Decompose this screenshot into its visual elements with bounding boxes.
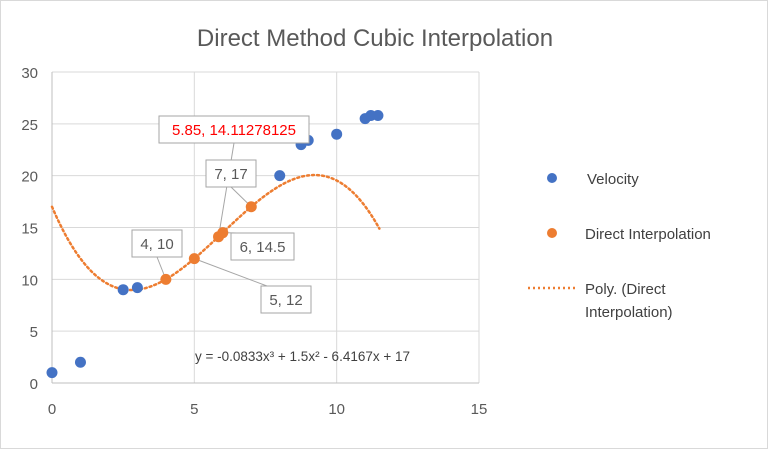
- legend-velocity-marker: [547, 173, 557, 183]
- data-point-velocity: [47, 367, 58, 378]
- legend: Velocity Direct Interpolation Poly. (Dir…: [528, 171, 711, 321]
- data-label: 6, 14.5: [240, 239, 286, 256]
- data-point-direct-interpolation: [160, 274, 171, 285]
- y-tick-label: 5: [30, 324, 38, 341]
- y-tick-label: 25: [21, 117, 38, 134]
- data-point-direct-interpolation: [189, 253, 200, 264]
- y-tick-label: 10: [21, 272, 38, 289]
- y-tick-label: 15: [21, 221, 38, 238]
- x-tick-label: 5: [190, 401, 198, 418]
- data-point-velocity: [75, 357, 86, 368]
- legend-velocity-label: Velocity: [587, 171, 639, 188]
- data-point-velocity: [372, 110, 383, 121]
- data-points: [47, 110, 384, 378]
- data-point-velocity: [132, 282, 143, 293]
- x-tick-label: 0: [48, 401, 56, 418]
- data-point-velocity: [274, 170, 285, 181]
- data-label: 5.85, 14.11278125: [172, 122, 296, 139]
- data-label: 7, 17: [214, 166, 247, 183]
- trendline-equation: y = -0.0833x³ + 1.5x² - 6.4167x + 17: [195, 349, 410, 364]
- callout-leader: [194, 259, 267, 286]
- data-label: 4, 10: [140, 236, 173, 253]
- legend-poly-label-line1: Poly. (Direct: [585, 281, 666, 298]
- data-point-velocity: [118, 284, 129, 295]
- y-tick-label: 20: [21, 169, 38, 186]
- data-label: 5, 12: [269, 292, 302, 309]
- legend-poly-label-line2: Interpolation): [585, 304, 673, 321]
- chart-title: Direct Method Cubic Interpolation: [197, 25, 553, 52]
- y-tick-label: 30: [21, 65, 38, 82]
- y-tick-label: 0: [30, 376, 38, 393]
- x-tick-label: 10: [328, 401, 345, 418]
- legend-direct-label: Direct Interpolation: [585, 226, 711, 243]
- legend-direct-marker: [547, 228, 557, 238]
- data-point-direct-interpolation: [217, 227, 228, 238]
- x-tick-label: 15: [471, 401, 488, 418]
- data-point-direct-interpolation: [246, 201, 257, 212]
- data-point-velocity: [331, 129, 342, 140]
